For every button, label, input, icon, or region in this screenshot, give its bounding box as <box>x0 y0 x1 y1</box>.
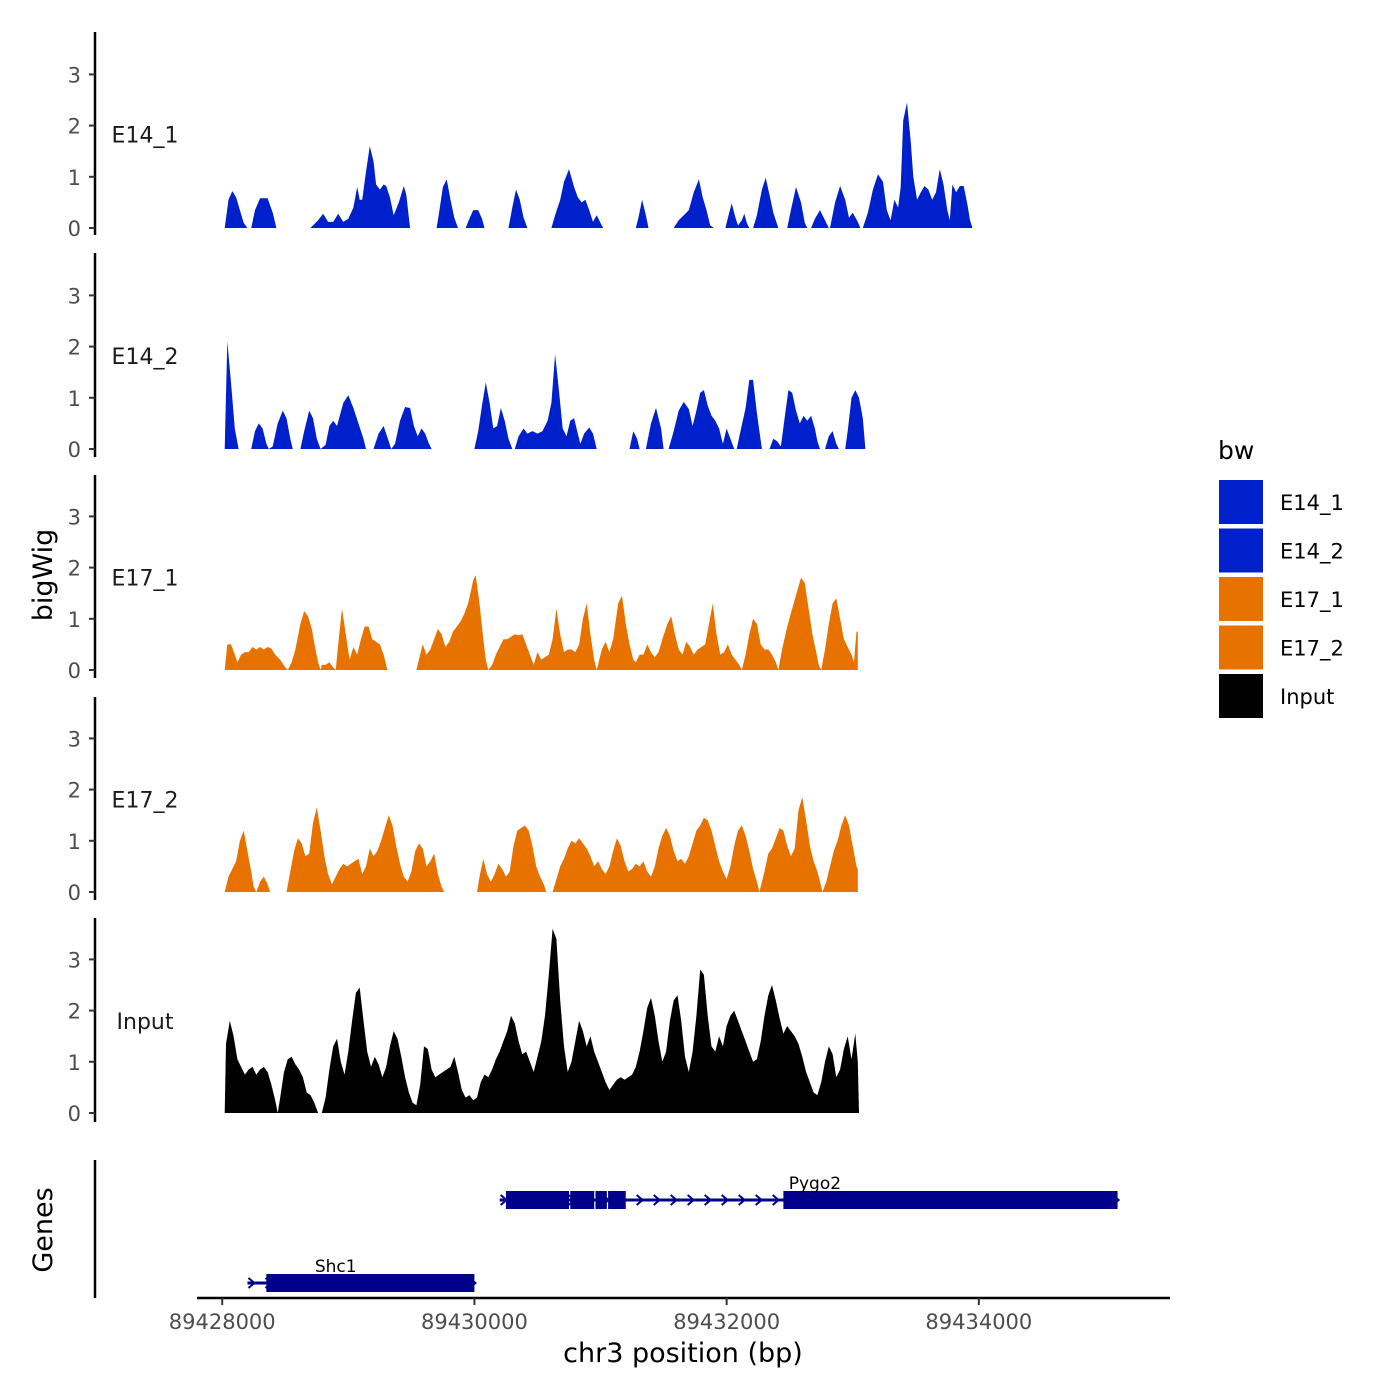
y-tick-label: 1 <box>68 1051 81 1075</box>
y-tick-label: 0 <box>68 659 81 683</box>
y-tick-label: 1 <box>68 387 81 411</box>
strand-arrow <box>772 1194 781 1206</box>
legend-swatch <box>1219 674 1263 718</box>
exon <box>608 1191 626 1209</box>
legend: bw E14_1 E14_2 E17_1 E17_2 Input <box>1218 436 1344 718</box>
y-tick-label: 0 <box>68 438 81 462</box>
legend-label: E17_2 <box>1280 637 1344 662</box>
strand-arrow <box>687 1194 696 1206</box>
strand-arrow <box>653 1194 662 1206</box>
legend-entry-E14_1: E14_1 <box>1219 480 1344 524</box>
legend-entry-E17_2: E17_2 <box>1219 625 1344 670</box>
y-tick-label: 2 <box>68 779 81 803</box>
y-tick-label: 1 <box>68 166 81 190</box>
y-tick-label: 2 <box>68 115 81 139</box>
legend-label: E17_1 <box>1280 588 1344 613</box>
x-tick-label: 89428000 <box>169 1310 276 1334</box>
y-tick-label: 2 <box>68 336 81 360</box>
sample-label: E17_2 <box>112 789 179 814</box>
x-tick-label: 89432000 <box>673 1310 780 1334</box>
x-tick-label: 89434000 <box>925 1310 1032 1334</box>
coverage-area-E14_1 <box>224 102 973 228</box>
legend-entry-Input: Input <box>1219 674 1334 718</box>
coverage-area-E14_2 <box>224 341 866 449</box>
gene-Shc1: Shc1 <box>247 1257 478 1292</box>
strand-arrow <box>721 1194 730 1206</box>
coverage-area-E17_2 <box>224 797 858 892</box>
track-Input: 0 1 2 3 Input <box>68 918 859 1126</box>
legend-entry-E17_1: E17_1 <box>1219 577 1344 621</box>
x-axis-title: chr3 position (bp) <box>563 1338 803 1369</box>
sample-label: E17_1 <box>112 567 179 592</box>
y-tick-label: 3 <box>68 948 81 972</box>
coverage-area-Input <box>224 928 859 1113</box>
y-tick-label: 3 <box>68 63 81 87</box>
gene-label: Shc1 <box>315 1257 357 1277</box>
legend-entry-E14_2: E14_2 <box>1219 528 1344 573</box>
y-tick-label: 3 <box>68 727 81 751</box>
sample-label: E14_2 <box>112 345 179 370</box>
bigwig-tracks: 0 1 2 3 E14_1 0 1 2 3 E14_2 0 1 2 3 E17_1 0 1 2 3 E17_2 0 1 2 3… <box>68 32 973 1126</box>
y-tick-label: 1 <box>68 608 81 632</box>
strand-arrow <box>670 1194 679 1206</box>
y-tick-label: 0 <box>68 217 81 241</box>
y-tick-label: 1 <box>68 830 81 854</box>
strand-arrow <box>636 1194 645 1206</box>
y-tick-label: 2 <box>68 557 81 581</box>
strand-arrow <box>738 1194 747 1206</box>
exon <box>266 1274 475 1292</box>
sample-label: Input <box>117 1010 174 1035</box>
legend-label: E14_1 <box>1280 491 1344 516</box>
track-E17_2: 0 1 2 3 E17_2 <box>68 697 858 905</box>
y-tick-label: 3 <box>68 505 81 529</box>
strand-arrow <box>247 1277 257 1289</box>
genes-axis-title: Genes <box>28 1187 59 1272</box>
strand-arrow <box>704 1194 713 1206</box>
legend-swatch <box>1219 625 1263 670</box>
legend-label: E14_2 <box>1280 540 1344 565</box>
track-E14_1: 0 1 2 3 E14_1 <box>68 32 973 241</box>
track-E14_2: 0 1 2 3 E14_2 <box>68 253 866 462</box>
y-tick-label: 0 <box>68 1102 81 1126</box>
genes-track: Shc1 Pygo2 <box>93 1160 1121 1298</box>
x-axis: 89428000 89430000 89432000 89434000 <box>169 1296 1170 1334</box>
gene-label: Pygo2 <box>789 1174 841 1194</box>
x-tick-label: 89430000 <box>421 1310 528 1334</box>
y-tick-label: 2 <box>68 1000 81 1024</box>
exon <box>505 1191 570 1209</box>
legend-title: bw <box>1218 436 1254 465</box>
coverage-area-E17_1 <box>224 575 858 670</box>
legend-label: Input <box>1280 685 1334 709</box>
y-axis-title: bigWig <box>28 529 59 622</box>
exon <box>570 1191 595 1209</box>
legend-swatch <box>1219 528 1263 573</box>
y-tick-label: 3 <box>68 284 81 308</box>
legend-swatch <box>1219 480 1263 524</box>
legend-swatch <box>1219 577 1263 621</box>
exon <box>595 1191 607 1209</box>
gene-Pygo2: Pygo2 <box>499 1174 1121 1209</box>
y-tick-label: 0 <box>68 881 81 905</box>
exon <box>783 1191 1118 1209</box>
sample-label: E14_1 <box>112 124 179 149</box>
track-E17_1: 0 1 2 3 E17_1 <box>68 475 858 683</box>
strand-arrow <box>755 1194 764 1206</box>
